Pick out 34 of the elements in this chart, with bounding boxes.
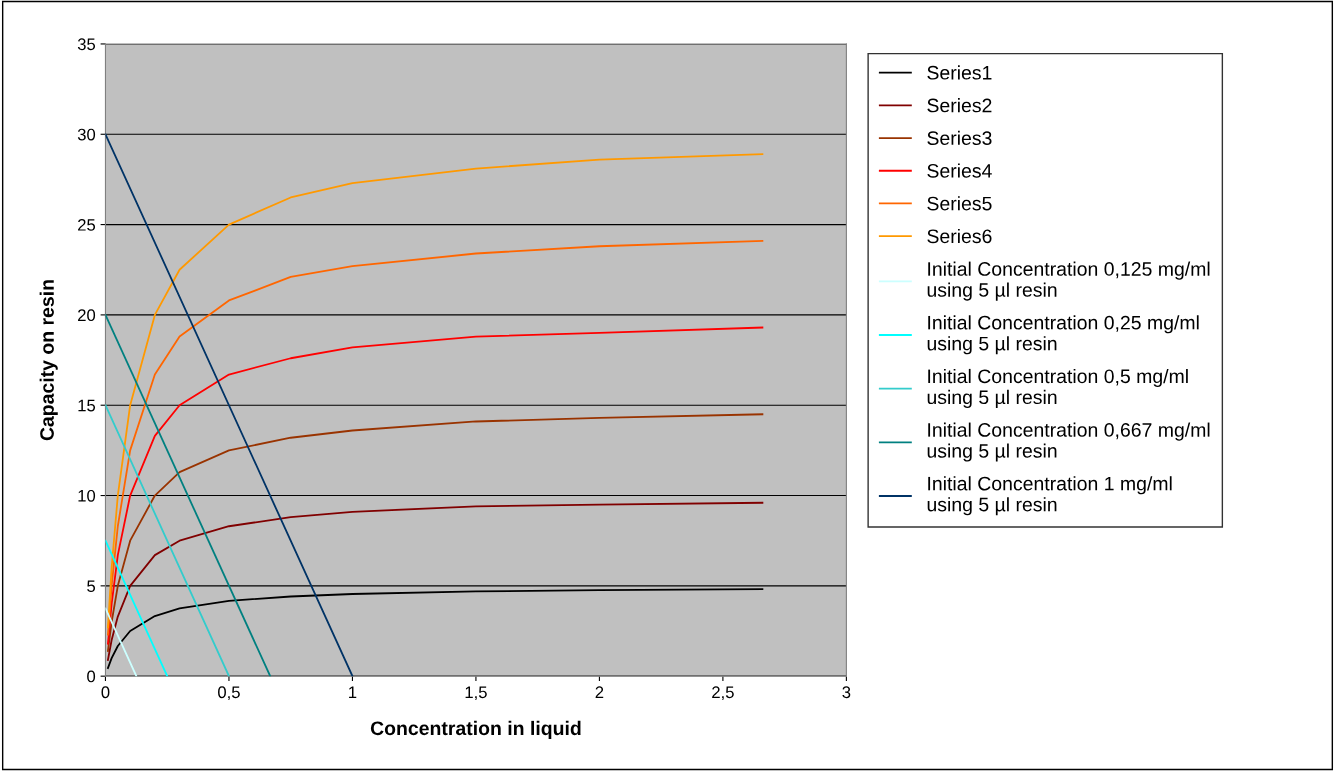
- line-series: [107, 588, 764, 669]
- legend-label: Initial Concentration 1 mg/ml using 5 µl resin: [927, 476, 1172, 516]
- x-tick-label: 2: [595, 686, 604, 698]
- y-tick-label: 15: [78, 399, 96, 412]
- line-series: [107, 326, 764, 645]
- legend-label: Series6: [927, 228, 992, 244]
- x-tick-label: 0,5: [218, 686, 240, 701]
- legend-label: Series1: [927, 65, 992, 80]
- x-tick-label: 1,5: [465, 686, 487, 701]
- line-series: [107, 501, 764, 661]
- line-series: [107, 413, 764, 652]
- legend-label: Series5: [927, 196, 992, 211]
- y-tick-label: 5: [87, 580, 96, 593]
- y-axis-title: Capacity on resin: [39, 280, 58, 441]
- x-tick-label: 0: [101, 686, 110, 699]
- y-tick-label: 30: [77, 128, 96, 141]
- x-tick-label: 3: [842, 686, 851, 699]
- legend-label: Initial Concentration 0,5 mg/ml using 5 µl resin: [927, 368, 1188, 408]
- legend-label: Series3: [927, 130, 992, 146]
- y-tick-label: 20: [78, 309, 96, 322]
- y-tick-label: 35: [77, 38, 96, 51]
- line-series: [107, 153, 764, 629]
- y-tick-label: 10: [78, 489, 96, 502]
- x-axis-title: Concentration in liquid: [370, 720, 581, 739]
- legend-label: Series4: [927, 163, 992, 178]
- legend-label: Series2: [927, 98, 992, 113]
- legend-label: Initial Concentration 0,25 mg/ml using 5 µl resin: [927, 315, 1199, 355]
- y-tick-label: 25: [78, 218, 96, 231]
- x-tick-label: 2,5: [712, 686, 734, 701]
- legend-label: Initial Concentration 0,125 mg/ml using 5 µl resin: [927, 261, 1210, 301]
- x-tick-label: 1: [349, 686, 357, 698]
- legend-label: Initial Concentration 0,667 mg/ml using 5 µl resin: [927, 422, 1210, 462]
- y-tick-label: 0: [87, 670, 96, 683]
- line-series: [107, 239, 764, 636]
